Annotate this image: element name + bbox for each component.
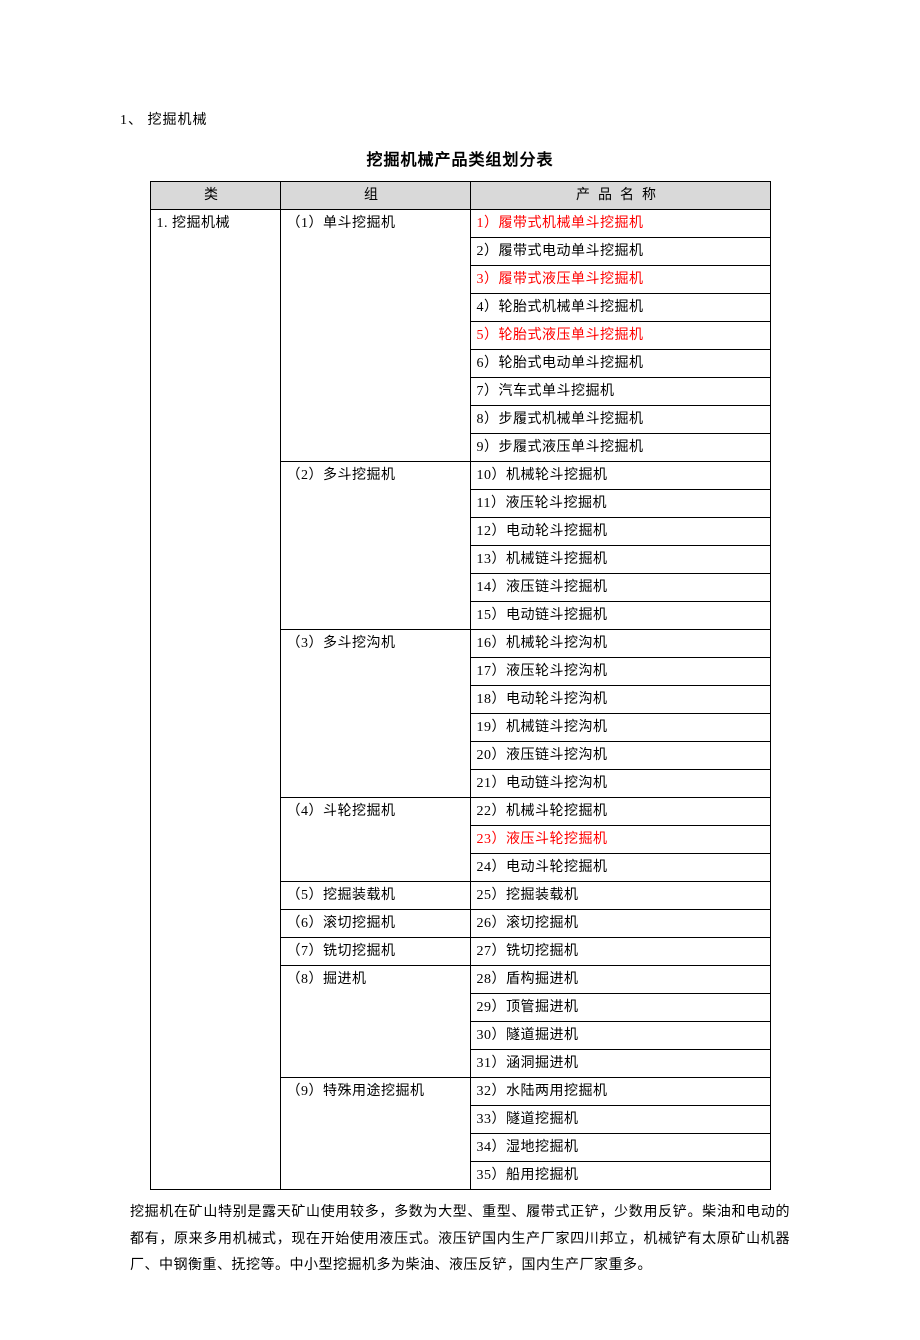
product-cell: 3）履带式液压单斗挖掘机 (470, 266, 770, 294)
product-cell: 13）机械链斗挖掘机 (470, 546, 770, 574)
col-header-group: 组 (280, 182, 470, 210)
product-cell: 35）船用挖掘机 (470, 1162, 770, 1190)
product-cell: 33）隧道挖掘机 (470, 1106, 770, 1134)
col-header-product: 产品名称 (470, 182, 770, 210)
product-cell: 6）轮胎式电动单斗挖掘机 (470, 350, 770, 378)
product-cell: 22）机械斗轮挖掘机 (470, 798, 770, 826)
group-cell: （7）铣切挖掘机 (280, 938, 470, 966)
footnote: 挖掘机在矿山特别是露天矿山使用较多，多数为大型、重型、履带式正铲，少数用反铲。柴… (120, 1200, 800, 1280)
product-cell: 24）电动斗轮挖掘机 (470, 854, 770, 882)
product-cell: 16）机械轮斗挖沟机 (470, 630, 770, 658)
product-cell: 30）隧道掘进机 (470, 1022, 770, 1050)
product-cell: 34）湿地挖掘机 (470, 1134, 770, 1162)
group-cell: （8）掘进机 (280, 966, 470, 1078)
group-cell: （9）特殊用途挖掘机 (280, 1078, 470, 1190)
classification-table: 类 组 产品名称 1. 挖掘机械（1）单斗挖掘机1）履带式机械单斗挖掘机2）履带… (150, 181, 771, 1190)
group-cell: （6）滚切挖掘机 (280, 910, 470, 938)
product-cell: 31）涵洞掘进机 (470, 1050, 770, 1078)
category-cell: 1. 挖掘机械 (150, 210, 280, 1190)
product-cell: 14）液压链斗挖掘机 (470, 574, 770, 602)
group-cell: （2）多斗挖掘机 (280, 462, 470, 630)
product-cell: 5）轮胎式液压单斗挖掘机 (470, 322, 770, 350)
product-cell: 1）履带式机械单斗挖掘机 (470, 210, 770, 238)
group-cell: （5）挖掘装载机 (280, 882, 470, 910)
col-header-category: 类 (150, 182, 280, 210)
product-cell: 26）滚切挖掘机 (470, 910, 770, 938)
product-cell: 23）液压斗轮挖掘机 (470, 826, 770, 854)
product-cell: 27）铣切挖掘机 (470, 938, 770, 966)
product-cell: 15）电动链斗挖掘机 (470, 602, 770, 630)
product-cell: 32）水陆两用挖掘机 (470, 1078, 770, 1106)
product-cell: 18）电动轮斗挖沟机 (470, 686, 770, 714)
product-cell: 4）轮胎式机械单斗挖掘机 (470, 294, 770, 322)
product-cell: 20）液压链斗挖沟机 (470, 742, 770, 770)
product-cell: 9）步履式液压单斗挖掘机 (470, 434, 770, 462)
product-cell: 21）电动链斗挖沟机 (470, 770, 770, 798)
product-cell: 12）电动轮斗挖掘机 (470, 518, 770, 546)
group-cell: （3）多斗挖沟机 (280, 630, 470, 798)
product-cell: 25）挖掘装载机 (470, 882, 770, 910)
product-cell: 28）盾构掘进机 (470, 966, 770, 994)
table-title: 挖掘机械产品类组划分表 (120, 149, 800, 173)
header-row: 类 组 产品名称 (150, 182, 770, 210)
group-cell: （1）单斗挖掘机 (280, 210, 470, 462)
product-cell: 29）顶管掘进机 (470, 994, 770, 1022)
product-cell: 7）汽车式单斗挖掘机 (470, 378, 770, 406)
table-row: 1. 挖掘机械（1）单斗挖掘机1）履带式机械单斗挖掘机 (150, 210, 770, 238)
group-cell: （4）斗轮挖掘机 (280, 798, 470, 882)
product-cell: 8）步履式机械单斗挖掘机 (470, 406, 770, 434)
product-cell: 11）液压轮斗挖掘机 (470, 490, 770, 518)
product-cell: 19）机械链斗挖沟机 (470, 714, 770, 742)
section-heading: 1、 挖掘机械 (120, 110, 800, 131)
product-cell: 2）履带式电动单斗挖掘机 (470, 238, 770, 266)
product-cell: 17）液压轮斗挖沟机 (470, 658, 770, 686)
product-cell: 10）机械轮斗挖掘机 (470, 462, 770, 490)
